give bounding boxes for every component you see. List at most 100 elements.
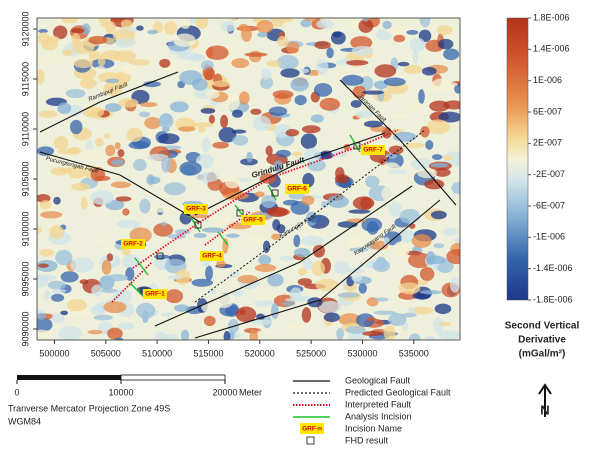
anomaly	[437, 330, 460, 339]
anomaly	[55, 250, 72, 265]
anomaly	[225, 176, 240, 188]
anomaly	[198, 127, 206, 133]
anomaly	[311, 114, 324, 122]
anomaly	[115, 142, 121, 149]
anomaly	[232, 135, 248, 145]
anomaly	[282, 302, 296, 306]
anomaly	[99, 11, 109, 26]
anomaly	[189, 54, 205, 62]
anomaly	[115, 38, 136, 47]
anomaly	[116, 196, 132, 201]
anomaly	[164, 21, 177, 35]
legend-label: Predicted Geological Fault	[345, 387, 451, 397]
anomaly	[192, 279, 214, 287]
anomaly	[298, 278, 312, 286]
anomaly	[82, 106, 104, 117]
incision-label: GRF-7	[363, 147, 383, 154]
anomaly	[450, 277, 460, 292]
anomaly	[159, 113, 174, 129]
anomaly	[346, 326, 366, 334]
incision-label: GRF-4	[202, 253, 222, 260]
anomaly	[441, 82, 458, 88]
anomaly	[302, 236, 325, 246]
anomaly	[121, 19, 133, 28]
anomaly	[164, 182, 186, 195]
anomaly	[140, 102, 158, 107]
incision-label: GRF-2	[123, 241, 143, 248]
anomaly	[431, 211, 447, 220]
legend: Geological FaultPredicted Geological Fau…	[293, 375, 451, 445]
anomaly	[420, 13, 431, 27]
x-tick-label: 520000	[245, 348, 275, 358]
anomaly	[36, 70, 45, 84]
anomaly	[53, 197, 61, 205]
legend-label: Incision Name	[345, 423, 402, 433]
anomaly	[255, 264, 276, 272]
y-tick-label: 9090000	[20, 311, 30, 346]
page: Geological FaultPredicted Geological Fau…	[0, 0, 592, 450]
anomaly	[190, 122, 214, 127]
anomaly	[80, 78, 97, 89]
legend-label: Interpreted Fault	[345, 399, 412, 409]
anomaly	[136, 25, 144, 30]
anomaly	[46, 36, 60, 43]
anomaly	[408, 307, 414, 314]
anomaly	[314, 41, 330, 49]
anomaly	[106, 274, 128, 281]
colorbar-tick-label: -6E-007	[533, 200, 565, 210]
anomaly	[100, 288, 117, 293]
projection: Tranverse Mercator Projection Zone 49S	[8, 403, 170, 413]
anomaly	[307, 297, 322, 307]
scale-tick-label: 10000	[108, 387, 133, 397]
anomaly	[279, 256, 293, 262]
anomaly	[161, 157, 171, 173]
anomaly	[269, 107, 287, 116]
anomaly	[255, 191, 265, 197]
anomaly	[118, 98, 139, 107]
anomaly	[206, 45, 229, 60]
anomaly	[302, 258, 313, 269]
anomaly	[324, 312, 340, 322]
anomaly	[139, 199, 150, 214]
anomaly	[418, 89, 425, 104]
anomaly	[56, 12, 63, 25]
anomaly	[94, 315, 113, 321]
anomaly	[118, 149, 125, 157]
anomaly	[316, 59, 328, 74]
anomaly	[257, 32, 268, 37]
anomaly	[398, 282, 420, 294]
anomaly	[159, 59, 170, 68]
anomaly	[136, 303, 155, 319]
incision-label: GRF-3	[186, 206, 206, 213]
anomaly	[36, 313, 46, 320]
anomaly	[181, 330, 189, 341]
colorbar-title: Second Vertical	[505, 321, 580, 332]
legend-label: Analysis Incision	[345, 411, 412, 421]
anomaly	[51, 313, 64, 323]
anomaly	[88, 36, 107, 44]
colorbar	[507, 18, 528, 300]
anomaly	[301, 133, 317, 149]
anomaly	[409, 38, 425, 52]
anomaly	[205, 89, 219, 99]
anomaly	[204, 67, 215, 80]
anomaly	[266, 60, 281, 67]
anomaly	[326, 47, 333, 58]
anomaly	[148, 205, 170, 212]
anomaly	[205, 265, 213, 280]
x-tick-label: 505000	[91, 348, 121, 358]
y-tick-label: 9115000	[20, 62, 30, 96]
anomaly	[381, 187, 393, 201]
anomaly	[422, 67, 437, 76]
anomaly	[226, 234, 240, 238]
anomaly	[247, 234, 266, 242]
anomaly	[39, 249, 54, 257]
anomaly	[446, 249, 467, 264]
anomaly	[294, 248, 311, 257]
anomaly	[364, 121, 383, 128]
anomaly	[305, 16, 319, 22]
anomaly	[362, 331, 383, 336]
anomaly	[70, 120, 83, 134]
anomaly	[88, 330, 103, 334]
scale-unit: Meter	[239, 387, 262, 397]
